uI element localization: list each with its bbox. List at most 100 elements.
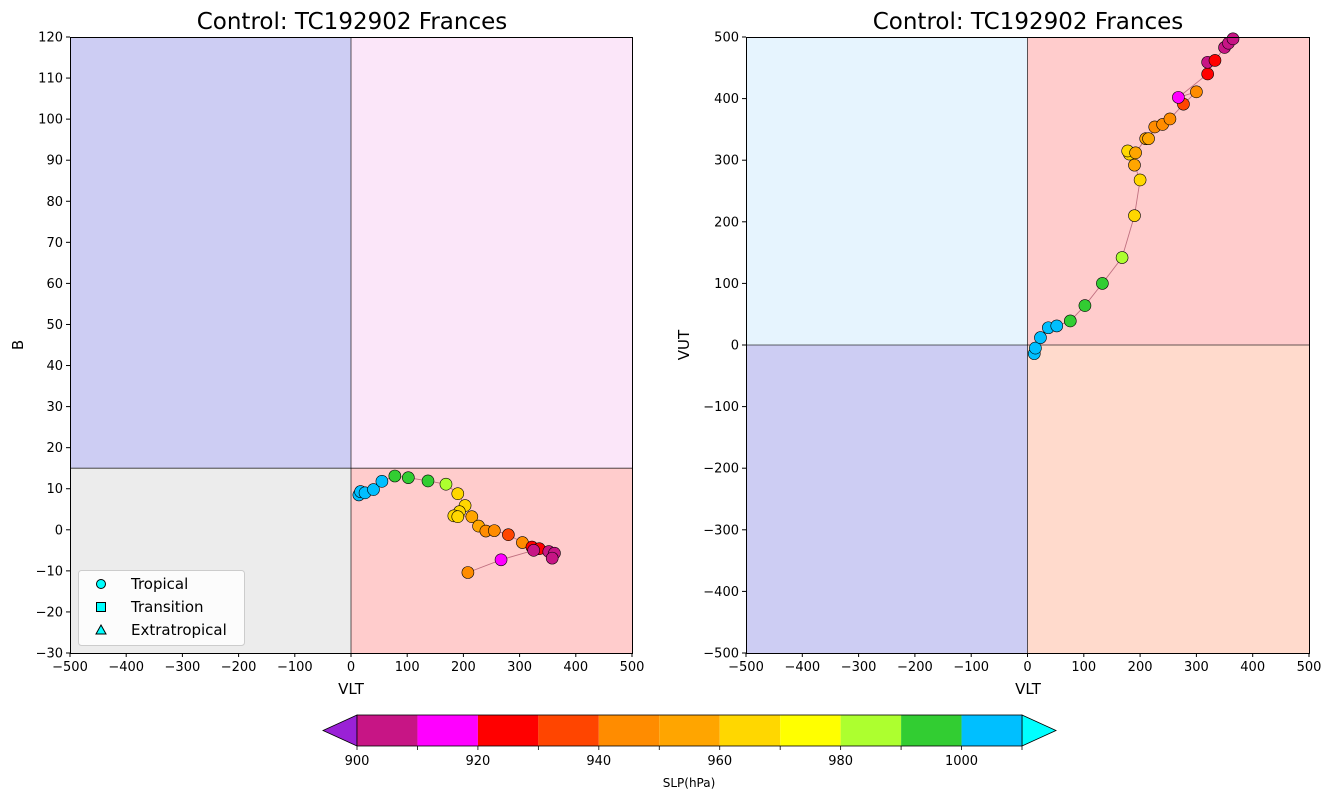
x-tick-label: −200 — [221, 660, 257, 675]
track-point — [1208, 54, 1222, 67]
quadrant-0 — [746, 37, 1028, 345]
track-point — [1226, 32, 1240, 46]
colorbar-tick-label: 940 — [586, 754, 611, 769]
track-point — [1063, 314, 1077, 328]
colorbar-tick-label: 960 — [707, 754, 732, 769]
x-tick-label: 400 — [1240, 660, 1265, 675]
colorbar-tick-label: 1000 — [945, 754, 978, 769]
legend-square-icon — [96, 602, 106, 612]
y-tick-label: −200 — [703, 462, 739, 477]
colorbar-bin — [357, 715, 418, 746]
track-point — [1115, 251, 1129, 264]
y-tick-label: 500 — [714, 31, 739, 46]
track-point — [465, 510, 479, 523]
track-point — [461, 566, 475, 579]
x-tick-label: 200 — [1128, 660, 1153, 675]
x-tick-label: −100 — [277, 660, 313, 675]
track-point — [1128, 158, 1141, 172]
x-tick-label: 0 — [1023, 660, 1031, 675]
track-points-left — [352, 469, 561, 579]
quadrant-3 — [1027, 345, 1309, 653]
y-tick-label: 80 — [46, 195, 63, 210]
x-tick-label: 200 — [451, 660, 476, 675]
x-tick-label: 300 — [507, 660, 532, 675]
track-point — [421, 474, 435, 488]
quadrant-1 — [351, 37, 632, 469]
track-point — [1129, 146, 1142, 160]
x-ticks-right: −500 −400 −300 −200 −100 0 100 200 300 400 500 — [728, 653, 1321, 675]
y-tick-label: −500 — [703, 647, 739, 662]
y-tick-label: −20 — [36, 605, 63, 620]
track-point — [1172, 91, 1185, 104]
panel-right: Control: TC192902 Frances −500 −400 −300 −2… — [675, 9, 1321, 698]
y-tick-label: −30 — [36, 647, 63, 662]
x-tick-label: −400 — [784, 660, 820, 675]
y-tick-label: 10 — [46, 482, 63, 497]
x-tick-label: 100 — [395, 660, 420, 675]
quadrant-0 — [70, 37, 351, 469]
colorbar-bin — [538, 715, 599, 746]
y-axis-label-right: VUT — [675, 329, 693, 360]
colorbar-tick-label: 980 — [828, 754, 853, 769]
y-tick-label: 100 — [714, 277, 739, 292]
chart-title-left: Control: TC192902 Frances — [197, 9, 508, 35]
y-tick-label: 70 — [46, 236, 63, 251]
x-tick-label: −300 — [841, 660, 877, 675]
legend: Tropical Transition Extratropical — [78, 570, 245, 646]
colorbar-bin — [659, 715, 720, 746]
x-tick-label: 100 — [1071, 660, 1096, 675]
colorbar-bin — [417, 715, 478, 746]
y-tick-label: 300 — [714, 154, 739, 169]
y-tick-label: 0 — [731, 339, 739, 354]
colorbar-bin — [961, 715, 1022, 746]
x-tick-label: −500 — [52, 660, 88, 675]
colorbar-over-arrow — [1021, 714, 1057, 747]
x-tick-label: −400 — [108, 660, 144, 675]
y-tick-label: 0 — [55, 523, 63, 538]
track-point — [488, 524, 501, 537]
x-tick-label: 500 — [1297, 660, 1322, 675]
chart-title-right: Control: TC192902 Frances — [873, 9, 1184, 35]
x-tick-label: −300 — [165, 660, 201, 675]
y-tick-label: −100 — [703, 400, 739, 415]
y-tick-label: −300 — [703, 523, 739, 538]
y-tick-label: 20 — [46, 441, 63, 456]
track-point — [388, 469, 402, 483]
colorbar: 900 920 940 960 980 1000 — [322, 714, 1057, 769]
x-axis-label-left: VLT — [338, 680, 365, 698]
legend-label-tropical: Tropical — [130, 575, 188, 593]
y-tick-label: 100 — [38, 113, 63, 128]
colorbar-bin — [780, 715, 841, 746]
track-point — [1029, 341, 1042, 355]
colorbar-bin — [901, 715, 962, 746]
y-tick-label: 400 — [714, 92, 739, 107]
track-point — [1078, 299, 1092, 312]
y-tick-label: 90 — [46, 154, 63, 169]
colorbar-frame — [356, 714, 1023, 747]
quadrant-backgrounds-left — [70, 37, 632, 653]
track-point — [1190, 85, 1203, 99]
colorbar-bin — [477, 715, 539, 746]
y-tick-label: 50 — [46, 318, 63, 333]
y-ticks-left: −30 −20 −10 0 10 20 30 40 50 60 70 80 90 100 110 120 — [36, 31, 70, 662]
track-point — [1133, 173, 1147, 187]
y-tick-label: 40 — [46, 359, 63, 374]
track-point — [1096, 277, 1109, 290]
track-point — [439, 477, 453, 491]
track-point — [545, 551, 559, 565]
track-points-right — [1027, 32, 1240, 360]
x-tick-label: −200 — [897, 660, 933, 675]
colorbar-under-arrow — [322, 714, 358, 747]
track-point — [1050, 319, 1064, 333]
legend-circle-icon — [96, 579, 106, 589]
x-tick-label: −100 — [953, 660, 989, 675]
legend-box — [78, 570, 245, 646]
x-ticks-left: −500 −400 −300 −200 −100 0 100 200 300 400 500 — [52, 653, 644, 675]
y-tick-label: 60 — [46, 277, 63, 292]
colorbar-bin — [598, 715, 660, 746]
y-tick-label: −400 — [703, 585, 739, 600]
track-point — [451, 487, 465, 500]
legend-label-extratropical: Extratropical — [131, 621, 227, 639]
y-ticks-right: −500 −400 −300 −200 −100 0 100 200 300 400 500 — [703, 31, 746, 662]
track-point — [527, 544, 540, 557]
